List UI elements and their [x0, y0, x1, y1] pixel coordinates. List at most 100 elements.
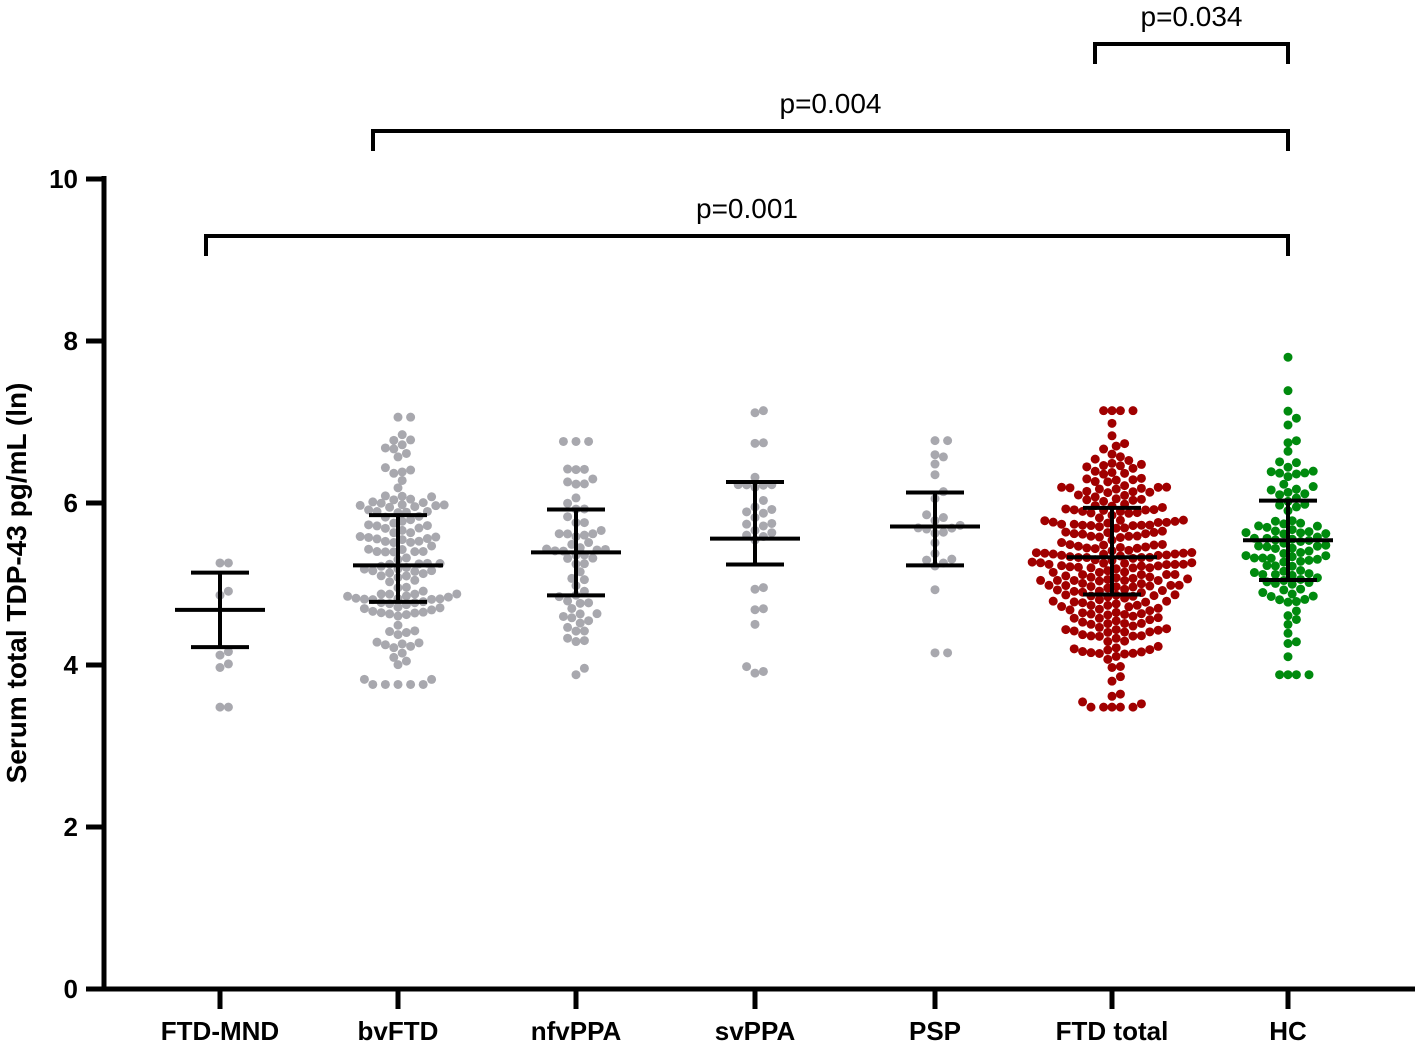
data-point: [1065, 540, 1075, 550]
data-point: [563, 477, 573, 487]
data-point: [1120, 649, 1130, 659]
data-point: [1275, 595, 1285, 605]
data-point: [1094, 648, 1104, 658]
data-point: [1120, 558, 1130, 568]
data-point: [401, 571, 411, 581]
data-point: [401, 610, 411, 620]
data-point: [1111, 441, 1121, 451]
data-point: [1291, 469, 1301, 479]
data-point: [406, 515, 416, 525]
data-point: [364, 520, 374, 530]
data-point: [742, 507, 752, 517]
data-point: [767, 528, 777, 538]
data-point: [938, 527, 948, 537]
data-point: [742, 662, 752, 672]
data-point: [930, 459, 940, 469]
data-point: [1115, 672, 1125, 682]
data-point: [1099, 540, 1109, 550]
data-point: [1170, 590, 1180, 600]
data-point: [389, 652, 399, 662]
data-point: [1073, 541, 1083, 551]
data-point: [579, 663, 589, 673]
data-point: [758, 666, 768, 676]
data-point: [1078, 578, 1088, 588]
data-point: [1283, 619, 1293, 629]
data-point: [1115, 406, 1125, 416]
data-point: [1065, 605, 1075, 615]
data-point: [1296, 528, 1306, 538]
data-point: [380, 523, 390, 533]
data-point: [393, 452, 403, 462]
data-point: [1241, 528, 1251, 538]
data-point: [368, 606, 378, 616]
data-point: [406, 537, 416, 547]
data-point: [584, 616, 594, 626]
data-point: [1266, 467, 1276, 477]
data-point: [1153, 641, 1163, 651]
data-point: [1162, 560, 1172, 570]
data-point: [1258, 588, 1268, 598]
data-point: [1120, 523, 1130, 533]
data-point: [1057, 519, 1067, 529]
data-point: [1048, 567, 1058, 577]
data-point: [571, 626, 581, 636]
data-point: [1178, 559, 1188, 569]
data-point: [767, 504, 777, 514]
data-point: [1090, 454, 1100, 464]
data-point: [1086, 702, 1096, 712]
data-point: [758, 495, 768, 505]
data-point: [571, 493, 581, 503]
data-point: [1304, 670, 1314, 680]
data-point: [1124, 455, 1134, 465]
data-point: [1086, 609, 1096, 619]
data-point: [1107, 431, 1117, 441]
data-point: [1078, 598, 1088, 608]
data-point: [1069, 529, 1079, 539]
data-point: [1187, 558, 1197, 568]
data-point: [359, 604, 369, 614]
data-point: [1145, 581, 1155, 591]
data-point: [418, 679, 428, 689]
data-point: [1086, 581, 1096, 591]
data-point: [380, 679, 390, 689]
data-point: [596, 525, 606, 535]
data-point: [368, 679, 378, 689]
x-tick-label: bvFTD: [358, 1016, 439, 1043]
data-point: [422, 521, 432, 531]
data-point: [750, 472, 760, 482]
data-point: [1262, 542, 1272, 552]
data-point: [1099, 406, 1109, 416]
data-point: [1073, 490, 1083, 500]
data-point: [406, 679, 416, 689]
data-point: [410, 608, 420, 618]
data-point: [1270, 516, 1280, 526]
data-point: [1086, 631, 1096, 641]
data-point: [1283, 438, 1293, 448]
data-point: [1082, 462, 1092, 472]
data-point: [418, 569, 428, 579]
data-point: [1141, 529, 1151, 539]
data-point: [1136, 699, 1146, 709]
data-point: [393, 679, 403, 689]
data-point: [1086, 572, 1096, 582]
data-point: [1069, 575, 1079, 585]
data-point: [1057, 561, 1067, 571]
data-point: [410, 589, 420, 599]
data-point: [1078, 617, 1088, 627]
data-point: [1094, 513, 1104, 523]
median-iqr-bars: [175, 479, 1333, 650]
data-point: [1078, 520, 1088, 530]
data-point: [1115, 542, 1125, 552]
data-point: [418, 607, 428, 617]
data-point: [1031, 548, 1041, 558]
data-point: [215, 558, 225, 568]
data-point: [1086, 563, 1096, 573]
data-point: [380, 491, 390, 501]
data-point: [1136, 494, 1146, 504]
data-point: [1153, 603, 1163, 613]
data-point: [1136, 647, 1146, 657]
data-point: [1094, 631, 1104, 641]
data-point: [380, 640, 390, 650]
data-point: [1266, 485, 1276, 495]
data-point: [1107, 467, 1117, 477]
